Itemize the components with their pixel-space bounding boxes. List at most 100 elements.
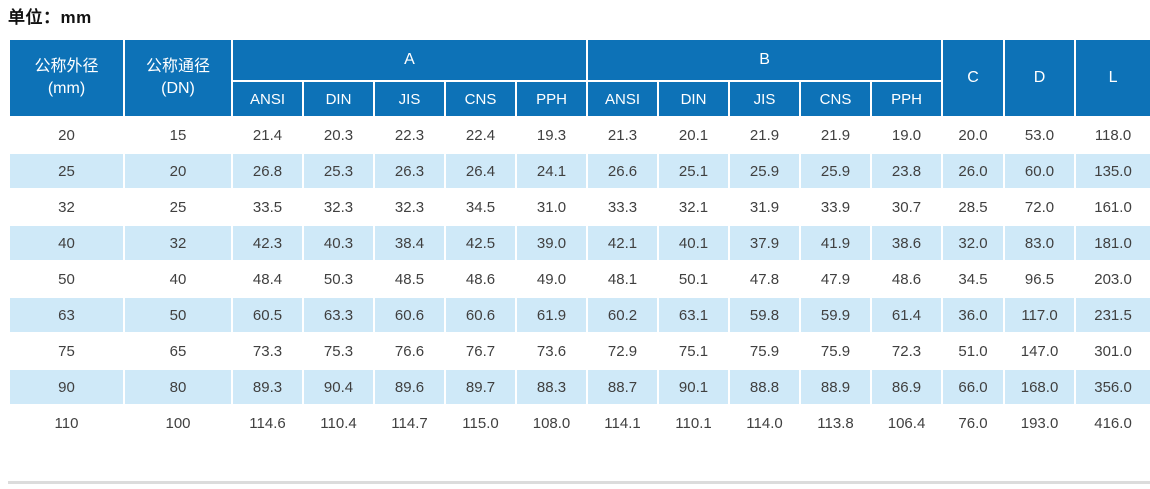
- table-cell: 76.7: [444, 332, 517, 370]
- table-cell: 114.7: [373, 404, 446, 442]
- dimension-spec-table: 公称外径 (mm) 公称通径 (DN) A B C D L ANSI DIN J…: [8, 38, 1150, 442]
- table-cell: 20: [8, 116, 125, 154]
- table-cell: 114.1: [586, 404, 660, 442]
- col-header-nominal-diameter-line1: 公称通径: [145, 58, 210, 76]
- table-body: 20 15 21.4 20.3 22.3 22.4 19.3 21.3 20.1 21.9 21.9…: [8, 116, 1150, 442]
- table-cell: 25.9: [799, 152, 873, 190]
- table-row: 63 50 60.5 63.3 60.6 60.6 61.9 60.2 63.1 59.8 59.9…: [8, 296, 1150, 334]
- table-cell: 72.0: [1003, 188, 1077, 226]
- table-row: 20 15 21.4 20.3 22.3 22.4 19.3 21.3 20.1 21.9 21.9…: [8, 116, 1150, 154]
- table-cell: 53.0: [1003, 116, 1077, 154]
- col-header-nominal-outer-diameter: 公称外径 (mm): [8, 38, 125, 118]
- table-cell: 51.0: [941, 332, 1006, 370]
- table-cell: 50: [123, 296, 233, 334]
- table-cell: 25.1: [657, 152, 731, 190]
- table-row: 32 25 33.5 32.3 32.3 34.5 31.0 33.3 32.1 31.9 33.9…: [8, 188, 1150, 226]
- table-row: 75 65 73.3 75.3 76.6 76.7 73.6 72.9 75.1 75.9 75.9…: [8, 332, 1150, 370]
- header-group-row: 公称外径 (mm) 公称通径 (DN) A B C D L: [8, 38, 1150, 118]
- table-cell: 416.0: [1074, 404, 1150, 442]
- table-cell: 36.0: [941, 296, 1006, 334]
- table-cell: 30.7: [870, 188, 944, 226]
- table-row: 90 80 89.3 90.4 89.6 89.7 88.3 88.7 90.1 88.8 88.9…: [8, 368, 1150, 406]
- table-cell: 23.8: [870, 152, 944, 190]
- table-cell: 31.9: [728, 188, 802, 226]
- group-header-b: B: [586, 38, 944, 82]
- table-cell: 50.3: [302, 260, 375, 298]
- table-cell: 88.7: [586, 368, 660, 406]
- col-header-c: C: [941, 38, 1006, 118]
- table-cell: 40.3: [302, 224, 375, 262]
- table-cell: 181.0: [1074, 224, 1150, 262]
- col-header-nominal-diameter-line2: (DN): [161, 80, 195, 97]
- table-cell: 63.1: [657, 296, 731, 334]
- table-cell: 47.9: [799, 260, 873, 298]
- table-header: 公称外径 (mm) 公称通径 (DN) A B C D L ANSI DIN J…: [8, 38, 1150, 118]
- table-cell: 48.1: [586, 260, 660, 298]
- table-cell: 38.6: [870, 224, 944, 262]
- table-cell: 31.0: [514, 188, 589, 226]
- table-cell: 33.9: [799, 188, 873, 226]
- table-cell: 48.5: [373, 260, 446, 298]
- table-cell: 59.8: [728, 296, 802, 334]
- table-cell: 25: [8, 152, 125, 190]
- table-cell: 115.0: [444, 404, 517, 442]
- table-cell: 32: [123, 224, 233, 262]
- table-cell: 76.6: [373, 332, 446, 370]
- table-cell: 47.8: [728, 260, 802, 298]
- table-cell: 48.6: [870, 260, 944, 298]
- table-cell: 61.4: [870, 296, 944, 334]
- table-cell: 34.5: [444, 188, 517, 226]
- table-cell: 117.0: [1003, 296, 1077, 334]
- table-cell: 88.9: [799, 368, 873, 406]
- table-cell: 114.6: [231, 404, 304, 442]
- col-header-b-pph: PPH: [870, 80, 944, 118]
- table-cell: 60.6: [373, 296, 446, 334]
- table-cell: 32.3: [302, 188, 375, 226]
- table-cell: 20.0: [941, 116, 1006, 154]
- table-cell: 39.0: [514, 224, 589, 262]
- table-cell: 19.3: [514, 116, 589, 154]
- table-cell: 88.8: [728, 368, 802, 406]
- table-cell: 168.0: [1003, 368, 1077, 406]
- table-cell: 88.3: [514, 368, 589, 406]
- table-cell: 75.1: [657, 332, 731, 370]
- col-header-a-ansi: ANSI: [231, 80, 304, 118]
- table-cell: 32.3: [373, 188, 446, 226]
- table-cell: 231.5: [1074, 296, 1150, 334]
- table-cell: 60.5: [231, 296, 304, 334]
- col-header-a-din: DIN: [302, 80, 375, 118]
- table-cell: 25.9: [728, 152, 802, 190]
- table-cell: 22.4: [444, 116, 517, 154]
- table-cell: 118.0: [1074, 116, 1150, 154]
- table-cell: 161.0: [1074, 188, 1150, 226]
- table-cell: 33.5: [231, 188, 304, 226]
- bottom-rule: [8, 481, 1150, 484]
- table-cell: 41.9: [799, 224, 873, 262]
- col-header-nominal-diameter: 公称通径 (DN): [123, 38, 233, 118]
- table-cell: 40.1: [657, 224, 731, 262]
- table-cell: 34.5: [941, 260, 1006, 298]
- table-cell: 26.4: [444, 152, 517, 190]
- table-cell: 38.4: [373, 224, 446, 262]
- table-cell: 20: [123, 152, 233, 190]
- table-cell: 40: [123, 260, 233, 298]
- col-header-b-ansi: ANSI: [586, 80, 660, 118]
- table-cell: 32.1: [657, 188, 731, 226]
- group-header-a: A: [230, 38, 589, 82]
- table-row: 40 32 42.3 40.3 38.4 42.5 39.0 42.1 40.1 37.9 41.9…: [8, 224, 1150, 262]
- table-cell: 61.9: [514, 296, 589, 334]
- table-cell: 106.4: [870, 404, 944, 442]
- col-header-nominal-outer-diameter-line2: (mm): [47, 80, 86, 97]
- table-row: 25 20 26.8 25.3 26.3 26.4 24.1 26.6 25.1 25.9 25.9…: [8, 152, 1150, 190]
- table-cell: 110.4: [302, 404, 375, 442]
- col-header-b-jis: JIS: [728, 80, 802, 118]
- unit-label: 单位：mm: [8, 8, 92, 27]
- col-header-nominal-outer-diameter-line1: 公称外径: [34, 58, 99, 76]
- table-cell: 100: [123, 404, 233, 442]
- table-cell: 75.9: [728, 332, 802, 370]
- table-cell: 15: [123, 116, 233, 154]
- table-cell: 59.9: [799, 296, 873, 334]
- table-cell: 20.3: [302, 116, 375, 154]
- table-cell: 19.0: [870, 116, 944, 154]
- table-cell: 72.3: [870, 332, 944, 370]
